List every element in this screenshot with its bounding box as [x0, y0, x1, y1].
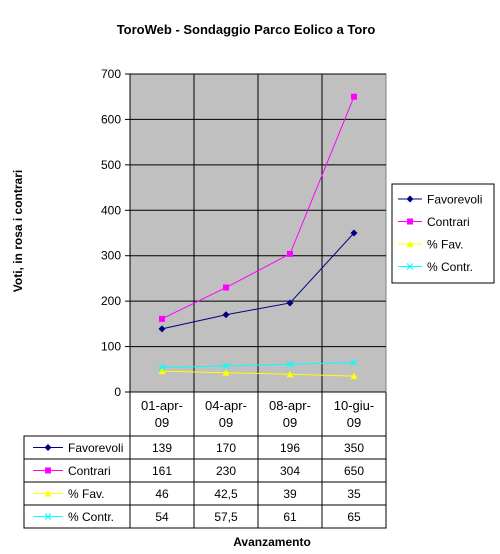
data-point [351, 93, 357, 100]
data-point [287, 250, 293, 257]
legend-label: Favorevoli [427, 193, 482, 207]
legend-label: % Fav. [427, 238, 463, 252]
chart-title: ToroWeb - Sondaggio Parco Eolico a Toro [117, 22, 376, 37]
data-point [350, 229, 358, 237]
y-tick-label: 500 [101, 158, 121, 172]
table-row-label: % Fav. [68, 487, 104, 501]
x-tick-label: 09 [155, 415, 169, 430]
table-row-label: % Contr. [68, 510, 114, 524]
series-line [161, 361, 355, 368]
data-point [158, 367, 166, 375]
table-cell-value: 170 [216, 441, 236, 455]
x-tick-label: 10-giu- [334, 398, 374, 413]
table-legend-marker [45, 467, 51, 474]
y-tick-label: 400 [101, 203, 121, 217]
data-point [286, 370, 294, 378]
data-point [222, 369, 230, 376]
x-tick-label: 04-apr- [205, 398, 247, 413]
y-axis-label: Voti, in rosa i contrari [11, 170, 25, 292]
y-tick-label: 100 [101, 340, 121, 354]
legend-marker [406, 263, 414, 270]
data-point [286, 360, 294, 368]
table-header-cell [193, 391, 259, 437]
table-cell [321, 504, 387, 529]
table-cell-value: 35 [347, 487, 361, 501]
series-line [161, 96, 355, 320]
table-cell-value: 161 [152, 464, 172, 478]
table-header-cell [129, 391, 195, 437]
data-point [350, 372, 358, 380]
data-point [223, 284, 229, 291]
data-point [158, 364, 166, 371]
table-cell-value: 350 [344, 441, 364, 455]
table-cell-value: 65 [347, 510, 361, 524]
x-axis-label: Avanzamento [233, 535, 311, 549]
table-cell-value: 46 [155, 487, 169, 501]
table-legend-marker [44, 513, 52, 520]
table-header-cell [321, 391, 387, 437]
table-cell-value: 39 [283, 487, 297, 501]
table-cell-value: 61 [283, 510, 297, 524]
legend-label: % Contr. [427, 260, 473, 274]
x-tick-label: 09 [347, 415, 361, 430]
table-legend-marker [44, 444, 52, 451]
y-tick-label: 200 [101, 294, 121, 308]
legend-marker [406, 240, 414, 247]
table-cell-value: 57,5 [214, 510, 238, 524]
data-point [158, 325, 166, 333]
data-point [159, 315, 165, 322]
table-cell-value: 650 [344, 464, 364, 478]
x-tick-label: 08-apr- [269, 398, 311, 413]
x-tick-label: 01-apr- [141, 398, 183, 413]
data-point [222, 362, 230, 370]
table-cell-value: 42,5 [214, 487, 238, 501]
data-point [222, 311, 230, 319]
table-legend-marker [44, 490, 52, 497]
y-tick-label: 600 [101, 112, 121, 126]
table-cell-value: 304 [280, 464, 300, 478]
series-line [161, 370, 355, 377]
table-cell-value: 54 [155, 510, 169, 524]
table-cell-value: 139 [152, 441, 172, 455]
legend-marker [407, 218, 413, 225]
table-cell-value: 196 [280, 441, 300, 455]
table-row-label: Favorevoli [68, 441, 123, 455]
data-point [350, 359, 358, 366]
legend-marker [406, 195, 414, 203]
y-tick-label: 0 [114, 385, 121, 399]
legend-label: Contrari [427, 215, 470, 229]
table-row-label: Contrari [68, 464, 111, 478]
table-cell-value: 230 [216, 464, 236, 478]
y-tick-label: 300 [101, 249, 121, 263]
x-tick-label: 09 [219, 415, 233, 430]
x-tick-label: 09 [283, 415, 297, 430]
data-point [286, 299, 294, 307]
y-tick-label: 700 [101, 67, 121, 81]
series-line [161, 232, 355, 330]
